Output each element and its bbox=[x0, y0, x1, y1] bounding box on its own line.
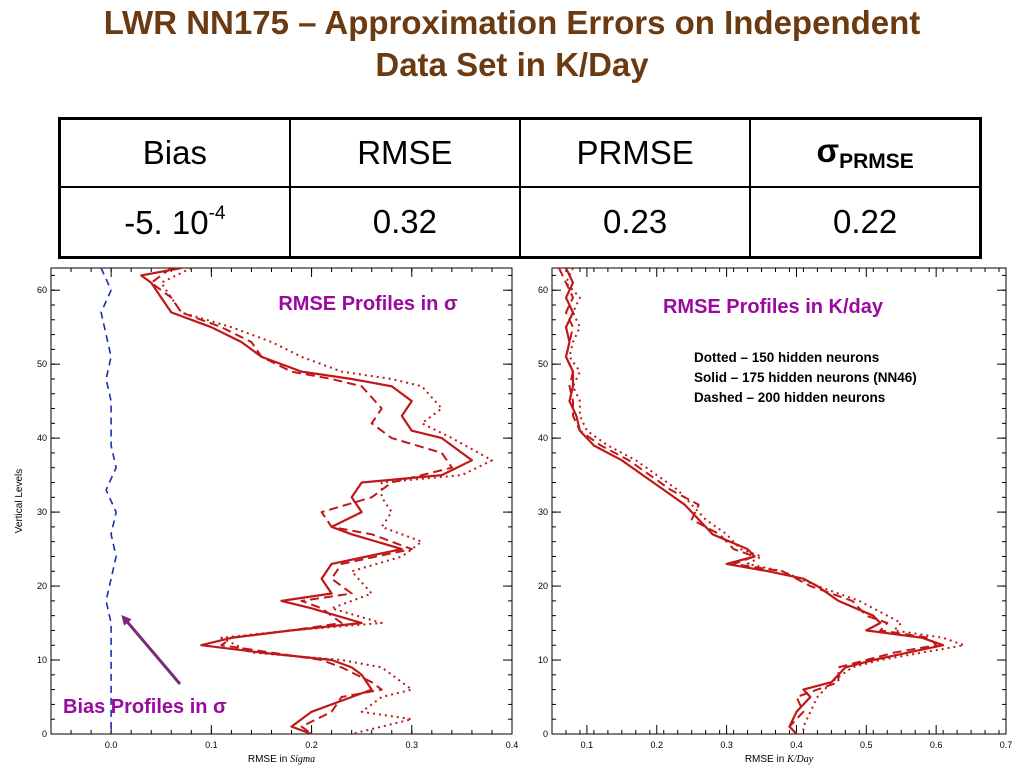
x-axis-label-unit: Sigma bbox=[290, 754, 315, 765]
bias-exponent: -4 bbox=[208, 202, 226, 224]
series-line-solid bbox=[140, 268, 473, 734]
y-tick-label: 50 bbox=[37, 359, 47, 369]
y-axis-label: Vertical Levels bbox=[14, 469, 25, 533]
series-line-dashed bbox=[558, 268, 938, 734]
x-tick-label: 0.3 bbox=[406, 740, 419, 750]
x-axis-label: RMSE in K/Day bbox=[745, 754, 814, 765]
series-line-solid bbox=[564, 268, 945, 734]
table-header-row: Bias RMSE PRMSE σPRMSE bbox=[58, 117, 982, 188]
plot-frame bbox=[50, 267, 513, 735]
sigma-subscript: PRMSE bbox=[839, 150, 914, 173]
x-tick-label: 0.4 bbox=[790, 740, 803, 750]
y-tick-label: 0 bbox=[543, 729, 548, 739]
legend-item-dotted: Dotted – 150 hidden neurons bbox=[694, 350, 879, 365]
right-chart-title: RMSE Profiles in K/day bbox=[663, 296, 884, 318]
prmse-value: 0.23 bbox=[518, 186, 752, 259]
x-axis-label: RMSE in Sigma bbox=[248, 754, 315, 765]
title-line-1: LWR NN175 – Approximation Errors on Inde… bbox=[103, 4, 921, 41]
x-tick-label: 0.1 bbox=[205, 740, 218, 750]
x-axis-label-unit: K/Day bbox=[786, 754, 814, 765]
y-tick-label: 10 bbox=[37, 655, 47, 665]
y-tick-label: 60 bbox=[538, 285, 548, 295]
plot-frame bbox=[551, 267, 1007, 735]
y-tick-label: 60 bbox=[37, 285, 47, 295]
y-tick-label: 30 bbox=[37, 507, 47, 517]
bias-arrow bbox=[121, 614, 182, 685]
legend-item-dashed: Dashed – 200 hidden neurons bbox=[694, 390, 885, 405]
series-line-dotted bbox=[565, 268, 966, 734]
sigma-symbol: σ bbox=[816, 132, 840, 169]
x-tick-label: 0.6 bbox=[930, 740, 943, 750]
x-tick-label: 0.2 bbox=[305, 740, 318, 750]
y-tick-label: 20 bbox=[538, 581, 548, 591]
bias-mantissa: -5. 10 bbox=[124, 203, 209, 241]
chart-rmse-kday: 0.1 0.2 0.3 0.4 0.5 0.6 0.7 0 10 20 30 40 50 60 RMSE i… bbox=[538, 267, 1013, 765]
rmse-value: 0.32 bbox=[288, 186, 522, 259]
title-line-2: Data Set in K/Day bbox=[375, 46, 649, 83]
header-bias: Bias bbox=[58, 117, 291, 188]
y-tick-label: 0 bbox=[42, 729, 47, 739]
legend-item-solid: Solid – 175 hidden neurons (NN46) bbox=[694, 370, 917, 385]
x-tick-label: 0.7 bbox=[1000, 740, 1013, 750]
sigma-prmse-value: 0.22 bbox=[749, 186, 982, 259]
series-line-dashed bbox=[150, 268, 453, 734]
chart-rmse-sigma: 0.0 0.1 0.2 0.3 0.4 0 10 20 30 40 50 60 RMSE in Sigm… bbox=[14, 267, 519, 765]
series-line-dotted bbox=[160, 268, 493, 734]
y-tick-label: 20 bbox=[37, 581, 47, 591]
bias-value: -5. 10-4 bbox=[58, 186, 291, 259]
header-sigma-prmse: σPRMSE bbox=[749, 117, 982, 188]
x-tick-label: 0.1 bbox=[581, 740, 594, 750]
x-tick-label: 0.0 bbox=[105, 740, 118, 750]
profile-charts: 0.0 0.1 0.2 0.3 0.4 0 10 20 30 40 50 60 RMSE in Sigm… bbox=[14, 267, 1013, 765]
x-tick-label: 0.2 bbox=[651, 740, 664, 750]
x-tick-label: 0.5 bbox=[860, 740, 873, 750]
legend: Dotted – 150 hidden neurons Solid – 175 … bbox=[694, 350, 917, 405]
x-tick-label: 0.3 bbox=[720, 740, 733, 750]
y-tick-label: 30 bbox=[538, 507, 548, 517]
series-line-bias bbox=[100, 268, 117, 734]
error-summary-table: Bias RMSE PRMSE σPRMSE -5. 10-4 0.32 0.2… bbox=[58, 117, 982, 259]
y-tick-label: 40 bbox=[538, 433, 548, 443]
table-row: -5. 10-4 0.32 0.23 0.22 bbox=[58, 186, 982, 259]
x-axis-label-prefix: RMSE in bbox=[745, 754, 787, 765]
y-tick-label: 40 bbox=[37, 433, 47, 443]
left-chart-title: RMSE Profiles in σ bbox=[278, 293, 458, 315]
header-prmse: PRMSE bbox=[518, 117, 752, 188]
x-axis-label-prefix: RMSE in bbox=[248, 754, 290, 765]
bias-profiles-label: Bias Profiles in σ bbox=[63, 696, 227, 718]
y-tick-label: 10 bbox=[538, 655, 548, 665]
slide-title: LWR NN175 – Approximation Errors on Inde… bbox=[0, 2, 1024, 86]
header-rmse: RMSE bbox=[288, 117, 522, 188]
y-tick-label: 50 bbox=[538, 359, 548, 369]
x-tick-label: 0.4 bbox=[506, 740, 519, 750]
